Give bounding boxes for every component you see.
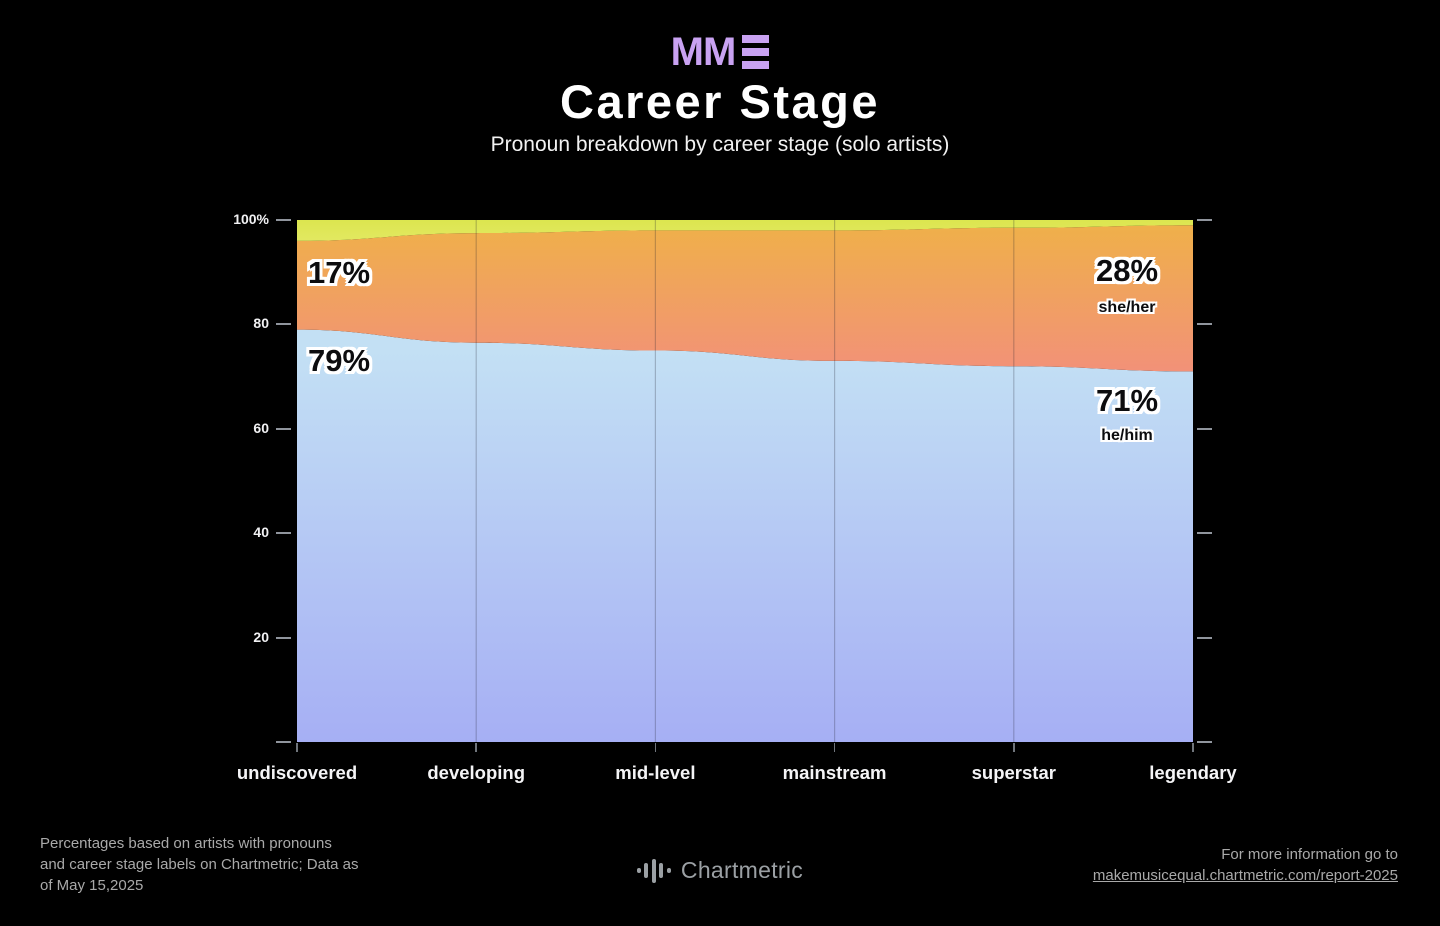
y-tick-left xyxy=(276,532,291,535)
y-axis-label: 80 xyxy=(253,315,269,332)
x-tick xyxy=(475,743,477,752)
y-tick-right xyxy=(1197,219,1212,221)
y-tick-right xyxy=(1197,636,1212,639)
y-axis-label: 40 xyxy=(253,524,269,541)
x-axis-label-developing: developing xyxy=(427,762,526,783)
stacked-area-plot xyxy=(297,220,1193,742)
note-line: and career stage labels on Chartmetric; … xyxy=(40,856,359,873)
annotation-she-her-left-value: 17% xyxy=(308,255,371,290)
annotation-he-him-left-value: 79% xyxy=(308,343,371,378)
y-tick-left xyxy=(276,636,291,639)
more-info-text: For more information go to xyxy=(1221,846,1398,863)
page-title: Career Stage xyxy=(560,75,880,128)
chartmetric-wordmark: Chartmetric xyxy=(680,857,804,883)
report-link[interactable]: makemusicequal.chartmetric.com/report-20… xyxy=(1092,867,1398,884)
more-info-block: For more information go to makemusicequa… xyxy=(1093,844,1398,886)
y-tick-right xyxy=(1197,427,1212,430)
chartmetric-logo: Chartmetric xyxy=(0,857,1440,884)
x-tick xyxy=(654,743,657,752)
y-tick-left xyxy=(276,741,291,743)
note-line: of May 15,2025 xyxy=(40,877,144,894)
y-axis-label: 60 xyxy=(253,419,269,436)
note-line: Percentages based on artists with pronou… xyxy=(40,835,332,852)
y-tick-left xyxy=(276,219,291,221)
y-tick-right xyxy=(1197,741,1212,743)
mme-logo: MM xyxy=(0,32,1440,72)
y-tick-right xyxy=(1197,323,1212,326)
y-tick-right xyxy=(1197,532,1212,535)
mme-logo-letters: MM xyxy=(670,30,737,74)
x-axis-label-superstar: superstar xyxy=(971,762,1056,783)
area-she-her xyxy=(297,225,1193,372)
x-axis-label-legendary: legendary xyxy=(1149,762,1237,783)
x-tick xyxy=(833,743,836,752)
page-subtitle: Pronoun breakdown by career stage (solo … xyxy=(490,133,950,156)
annotation-he-him-right-value: 71% xyxy=(1095,383,1159,418)
area-they-them xyxy=(297,220,1193,241)
x-axis-label-mid-level: mid-level xyxy=(615,762,696,783)
annotation-he-him-right-label: he/him xyxy=(1101,427,1153,444)
waveform-icon xyxy=(636,858,671,883)
y-tick-left xyxy=(276,427,291,430)
x-axis-label-undiscovered: undiscovered xyxy=(236,762,358,783)
y-axis-label: 100% xyxy=(233,211,269,227)
x-axis-label-mainstream: mainstream xyxy=(782,762,887,783)
y-tick-left xyxy=(276,323,291,326)
x-tick xyxy=(1192,743,1194,752)
area-he-him xyxy=(297,329,1193,742)
y-axis-label: 20 xyxy=(253,628,269,645)
data-source-note: Percentages based on artists with pronou… xyxy=(40,833,359,896)
x-tick xyxy=(296,743,298,752)
mme-logo-bars-icon xyxy=(742,34,770,70)
x-tick xyxy=(1013,743,1015,752)
annotation-she-her-right-value: 28% xyxy=(1095,253,1159,288)
annotation-she-her-right-label: she/her xyxy=(1098,299,1156,316)
